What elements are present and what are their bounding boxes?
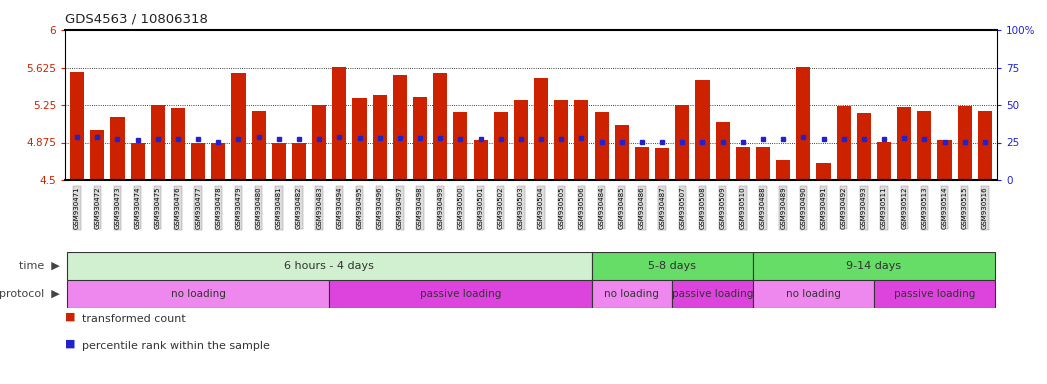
Text: no loading: no loading (171, 289, 225, 299)
Text: no loading: no loading (604, 289, 660, 299)
Bar (373, 95, 386, 180)
Bar (675, 105, 689, 180)
Bar (292, 143, 306, 180)
Bar (592, 280, 672, 308)
Text: 5-8 days: 5-8 days (648, 261, 696, 271)
Text: 9-14 days: 9-14 days (846, 261, 901, 271)
Bar (151, 105, 164, 180)
Bar (958, 106, 972, 180)
Bar (534, 78, 549, 180)
Bar (874, 280, 995, 308)
Text: ■: ■ (65, 312, 75, 322)
Bar (110, 117, 125, 180)
Bar (615, 125, 629, 180)
Bar (70, 72, 84, 180)
Bar (592, 252, 753, 280)
Bar (433, 73, 447, 180)
Bar (877, 142, 891, 180)
Bar (715, 122, 730, 180)
Bar (937, 140, 952, 180)
Bar (494, 112, 508, 180)
Bar (655, 148, 669, 180)
Bar (67, 280, 329, 308)
Bar (672, 280, 753, 308)
Bar (595, 112, 608, 180)
Text: 6 hours - 4 days: 6 hours - 4 days (285, 261, 374, 271)
Text: protocol  ▶: protocol ▶ (0, 289, 60, 299)
Text: time  ▶: time ▶ (19, 261, 60, 271)
Bar (514, 100, 528, 180)
Bar (837, 106, 851, 180)
Bar (332, 67, 347, 180)
Bar (453, 112, 467, 180)
Bar (753, 252, 995, 280)
Bar (756, 147, 770, 180)
Bar (67, 252, 592, 280)
Bar (554, 100, 569, 180)
Bar (776, 160, 790, 180)
Bar (231, 73, 246, 180)
Text: passive loading: passive loading (894, 289, 975, 299)
Bar (634, 147, 649, 180)
Bar (393, 75, 407, 180)
Bar (736, 147, 750, 180)
Bar (753, 280, 874, 308)
Text: passive loading: passive loading (672, 289, 753, 299)
Bar (272, 143, 286, 180)
Bar (797, 67, 810, 180)
Bar (897, 107, 911, 180)
Text: ■: ■ (65, 339, 75, 349)
Text: no loading: no loading (786, 289, 841, 299)
Text: GDS4563 / 10806318: GDS4563 / 10806318 (65, 12, 208, 25)
Bar (856, 113, 871, 180)
Bar (251, 111, 266, 180)
Bar (413, 97, 427, 180)
Bar (211, 143, 225, 180)
Bar (90, 130, 105, 180)
Text: transformed count: transformed count (82, 314, 185, 324)
Bar (312, 105, 327, 180)
Bar (817, 163, 830, 180)
Bar (695, 80, 710, 180)
Bar (171, 108, 185, 180)
Bar (917, 111, 932, 180)
Text: passive loading: passive loading (420, 289, 502, 299)
Bar (575, 100, 588, 180)
Bar (353, 98, 366, 180)
Bar (473, 140, 488, 180)
Text: percentile rank within the sample: percentile rank within the sample (82, 341, 270, 351)
Bar (192, 143, 205, 180)
Bar (131, 143, 144, 180)
Bar (329, 280, 592, 308)
Bar (978, 111, 992, 180)
